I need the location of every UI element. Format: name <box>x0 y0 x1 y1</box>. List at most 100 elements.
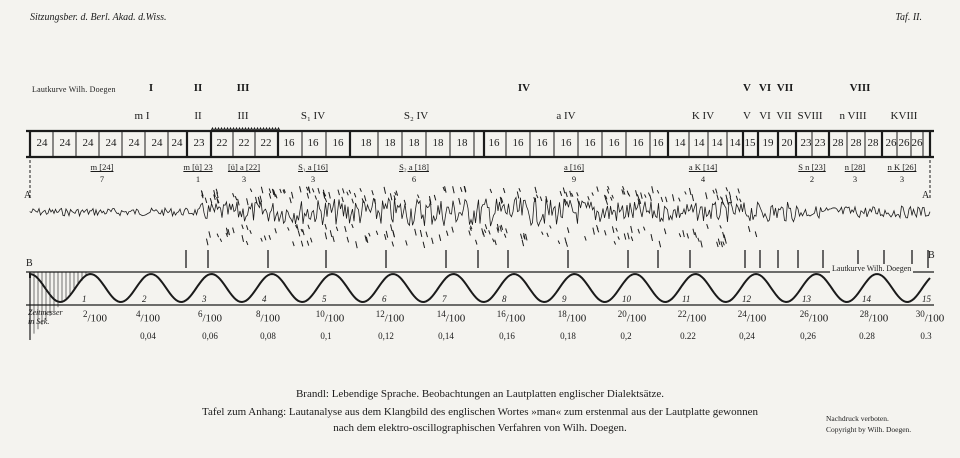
wave-mark-216 <box>576 192 579 197</box>
wave-mark-253 <box>700 240 703 248</box>
group-label-3: S₁ a [16] <box>298 162 328 172</box>
cell-value-7: 23 <box>193 137 205 149</box>
wave-mark-178 <box>496 227 499 233</box>
wave-mark-105 <box>300 240 304 247</box>
wave-mark-48 <box>475 239 478 245</box>
wave-mark-214 <box>644 194 647 198</box>
wave-mark-12 <box>431 237 434 245</box>
wave-mark-88 <box>500 197 504 203</box>
wave-mark-183 <box>219 238 223 243</box>
wave-mark-137 <box>630 225 633 233</box>
cell-value-3: 24 <box>105 137 117 149</box>
wave-mark-139 <box>295 224 298 229</box>
time-decimal-6: 0,16 <box>499 331 515 341</box>
wave-mark-149 <box>216 196 219 204</box>
time-decimal-3: 0,1 <box>320 331 332 341</box>
cell-value-30: 14 <box>729 137 741 149</box>
time-fraction-8: 18/100 <box>557 309 587 325</box>
time-decimal-12: 0.28 <box>859 331 875 341</box>
wave-mark-115 <box>611 194 614 199</box>
wave-mark-203 <box>686 233 689 239</box>
wave-mark-125 <box>712 189 715 194</box>
wave-mark-226 <box>216 192 219 199</box>
wave-mark-172 <box>368 232 371 237</box>
wave-mark-42 <box>706 223 709 229</box>
wave-mark-65 <box>438 234 442 241</box>
group-label-2: [ü] a [22] <box>227 162 261 172</box>
wave-mark-198 <box>523 233 526 240</box>
wave-mark-234 <box>442 186 446 192</box>
time-fraction-14: 30/100 <box>915 309 945 325</box>
trough-number-2: 2 <box>142 294 147 304</box>
cell-value-26: 16 <box>652 137 664 149</box>
wave-mark-122 <box>541 231 544 235</box>
wave-mark-37 <box>747 225 751 233</box>
wave-mark-7 <box>728 191 732 198</box>
label-a-left: A <box>24 190 32 201</box>
wave-mark-222 <box>241 224 244 230</box>
wave-mark-237 <box>565 241 568 247</box>
wave-mark-155 <box>351 198 354 204</box>
wave-mark-239 <box>626 190 630 196</box>
wave-mark-131 <box>246 198 249 206</box>
trough-number-11: 11 <box>682 294 690 304</box>
trough-number-7: 7 <box>442 294 447 304</box>
wave-mark-220 <box>627 232 630 240</box>
cell-value-38: 28 <box>867 137 879 149</box>
wave-mark-132 <box>287 227 290 231</box>
group-label-7: S n [23] <box>798 162 826 172</box>
wave-mark-244 <box>725 187 729 192</box>
wave-mark-217 <box>241 235 244 242</box>
wave-mark-18 <box>365 236 369 243</box>
group-count-6: 4 <box>700 174 706 184</box>
speech-waveform <box>29 196 931 228</box>
wave-mark-10 <box>263 235 267 241</box>
wave-mark-5 <box>268 188 272 194</box>
wave-mark-54 <box>658 240 662 248</box>
wave-mark-146 <box>584 235 587 241</box>
cell-value-21: 16 <box>536 137 548 149</box>
cell-value-36: 28 <box>832 137 844 149</box>
wave-mark-147 <box>735 195 739 201</box>
cell-value-29: 14 <box>711 137 723 149</box>
wave-mark-209 <box>635 190 638 197</box>
wave-mark-235 <box>564 198 567 203</box>
wave-mark-83 <box>346 236 350 243</box>
wave-mark-247 <box>364 235 367 242</box>
wave-mark-74 <box>205 238 209 246</box>
wave-mark-142 <box>722 231 725 239</box>
trough-number-12: 12 <box>742 294 752 304</box>
wave-mark-179 <box>249 229 252 234</box>
trough-number-9: 9 <box>562 294 567 304</box>
wave-mark-70 <box>613 241 617 245</box>
wave-mark-13 <box>587 196 590 201</box>
wave-mark-219 <box>636 194 640 199</box>
time-decimal-8: 0,2 <box>620 331 632 341</box>
wave-mark-218 <box>215 188 219 194</box>
wave-mark-194 <box>234 196 238 201</box>
wave-mark-103 <box>271 188 275 196</box>
wave-mark-4 <box>488 230 491 235</box>
cell-value-4: 24 <box>128 137 140 149</box>
wave-mark-167 <box>559 190 563 196</box>
wave-mark-169 <box>272 189 276 195</box>
time-fraction-9: 20/100 <box>617 309 647 325</box>
caption-line-2: Tafel zum Anhang: Lautanalyse aus dem Kl… <box>202 406 758 418</box>
roman-top-3: IV <box>517 82 531 94</box>
wave-mark-24 <box>342 188 345 194</box>
wave-mark-208 <box>640 192 643 199</box>
wave-mark-110 <box>208 231 211 238</box>
wave-mark-43 <box>502 187 506 194</box>
wave-mark-92 <box>300 228 303 233</box>
cell-value-24: 16 <box>608 137 620 149</box>
wave-mark-85 <box>260 237 263 242</box>
wave-mark-181 <box>716 241 719 248</box>
time-fraction-10: 22/100 <box>677 309 707 325</box>
trough-number-4: 4 <box>262 294 267 304</box>
wave-mark-205 <box>607 185 610 190</box>
wave-mark-256 <box>463 186 467 193</box>
wave-mark-242 <box>549 225 552 229</box>
group-label-6: a K [14] <box>688 162 718 172</box>
wave-mark-38 <box>576 198 580 205</box>
